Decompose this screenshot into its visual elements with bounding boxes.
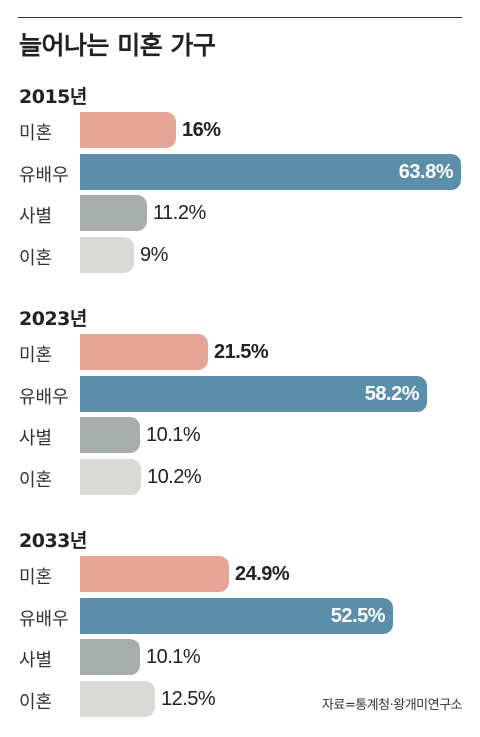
- value-label-married-0: 63.8%: [398, 160, 454, 183]
- chart-title: 늘어나는 미혼 가구: [19, 31, 216, 60]
- bar-widowed-2: [80, 639, 140, 675]
- bar-single-0: [80, 112, 176, 148]
- bar-married-0: [80, 153, 461, 190]
- category-label-widowed: 사별: [19, 650, 53, 671]
- category-label-married: 유배우: [19, 386, 69, 408]
- category-label-divorced: 이혼: [19, 691, 53, 713]
- category-label-single: 미혼: [19, 123, 53, 144]
- source-note: 자료=통계청·왕개미연구소: [321, 698, 463, 713]
- value-label-divorced-0: 9%: [140, 243, 168, 266]
- top-rule: [18, 17, 462, 18]
- bar-married-1: [80, 375, 427, 412]
- value-label-married-1: 58.2%: [364, 382, 420, 405]
- value-label-widowed-0: 11.2%: [153, 202, 206, 224]
- value-label-widowed-2: 10.1%: [146, 646, 201, 668]
- category-label-married: 유배우: [19, 164, 69, 186]
- value-label-married-2: 52.5%: [330, 604, 386, 627]
- category-label-widowed: 사별: [19, 206, 53, 227]
- bar-single-2: [80, 556, 229, 592]
- bar-widowed-1: [80, 417, 140, 453]
- value-label-divorced-1: 10.2%: [147, 465, 202, 488]
- bar-divorced-1: [80, 458, 141, 495]
- bar-single-1: [80, 334, 208, 370]
- value-label-single-1: 21.5%: [214, 341, 269, 363]
- value-label-widowed-1: 10.1%: [146, 424, 201, 446]
- year-label-0: 2015년: [19, 86, 87, 108]
- year-label-2: 2033년: [19, 530, 87, 552]
- category-label-widowed: 사별: [19, 428, 53, 449]
- bar-divorced-2: [80, 680, 155, 717]
- category-label-divorced: 이혼: [19, 247, 53, 269]
- value-label-divorced-2: 12.5%: [161, 687, 216, 710]
- bar-widowed-0: [80, 195, 147, 231]
- bar-married-2: [80, 597, 393, 634]
- category-label-single: 미혼: [19, 345, 53, 366]
- value-label-single-2: 24.9%: [235, 563, 290, 585]
- category-label-divorced: 이혼: [19, 469, 53, 491]
- value-label-single-0: 16%: [182, 119, 221, 141]
- category-label-single: 미혼: [19, 567, 53, 588]
- bar-divorced-0: [80, 236, 134, 273]
- year-label-1: 2023년: [19, 308, 87, 330]
- category-label-married: 유배우: [19, 608, 69, 630]
